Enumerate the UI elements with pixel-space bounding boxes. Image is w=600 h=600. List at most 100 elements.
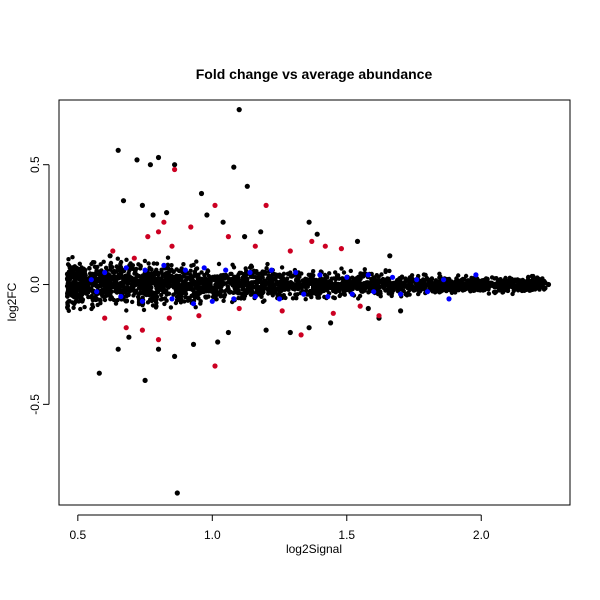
cloud-point <box>271 276 276 282</box>
cloud-point <box>107 281 113 286</box>
cloud-point <box>380 283 386 288</box>
cloud-point <box>141 307 147 313</box>
cloud-point <box>434 281 439 286</box>
cloud-point <box>123 273 128 279</box>
cloud-point <box>288 284 294 290</box>
cloud-point <box>429 286 434 291</box>
cloud-point <box>311 284 316 289</box>
cloud-point <box>416 291 421 297</box>
cloud-point <box>227 278 233 284</box>
chart-title: Fold change vs average abundance <box>196 66 433 82</box>
cloud-point <box>262 298 267 303</box>
cloud-point <box>503 275 508 281</box>
cloud-point <box>324 286 329 291</box>
cloud-point <box>167 279 173 284</box>
cloud-point <box>151 280 156 286</box>
data-point <box>357 303 363 309</box>
data-point <box>473 272 479 278</box>
cloud-point <box>351 282 356 288</box>
cloud-point <box>74 291 80 296</box>
cloud-point <box>494 276 499 281</box>
cloud-point <box>89 288 94 293</box>
data-point <box>126 334 132 340</box>
cloud-point <box>140 285 145 291</box>
data-point <box>414 277 420 283</box>
cloud-point <box>236 277 241 283</box>
cloud-point <box>86 294 91 300</box>
cloud-point <box>89 293 94 299</box>
x-axis: 0.5 1.0 1.5 2.0 <box>69 514 490 542</box>
cloud-point <box>417 284 422 290</box>
cloud-point <box>303 283 308 289</box>
cloud-point <box>443 286 448 291</box>
data-point <box>115 346 121 352</box>
data-point <box>276 296 283 302</box>
cloud-point <box>154 267 159 272</box>
cloud-point <box>453 290 458 295</box>
cloud-point <box>115 298 120 303</box>
cloud-point <box>72 275 77 280</box>
cloud-point <box>77 261 83 266</box>
data-point <box>123 265 129 271</box>
cloud-point <box>174 297 180 303</box>
cloud-point <box>162 287 167 293</box>
cloud-point <box>307 290 312 296</box>
cloud-point <box>511 288 516 294</box>
data-point <box>314 231 320 237</box>
cloud-point <box>176 294 181 299</box>
cloud-point <box>130 279 135 285</box>
data-point <box>446 296 452 302</box>
data-point <box>545 281 552 288</box>
cloud-point <box>457 281 462 286</box>
cloud-point <box>179 266 184 271</box>
cloud-point <box>198 301 203 306</box>
cloud-point <box>264 266 269 271</box>
data-point <box>365 305 371 312</box>
cloud-point <box>65 262 71 267</box>
data-point <box>236 107 242 113</box>
data-point <box>102 315 108 321</box>
cloud-point <box>84 286 89 291</box>
cloud-point <box>181 262 186 267</box>
cloud-point <box>432 290 438 295</box>
cloud-point <box>399 287 404 292</box>
cloud-point <box>138 290 143 295</box>
data-point <box>344 274 350 280</box>
cloud-point <box>165 262 170 267</box>
cloud-point <box>423 277 429 282</box>
cloud-point <box>189 293 194 298</box>
cloud-point <box>193 305 198 310</box>
cloud-point <box>118 259 124 265</box>
cloud-point <box>186 297 192 303</box>
series-0 <box>69 107 552 496</box>
cloud-point <box>311 273 316 278</box>
cloud-point <box>249 263 254 268</box>
cloud-point <box>85 290 91 295</box>
data-point <box>287 248 293 254</box>
cloud-point <box>76 270 81 275</box>
data-point <box>287 329 293 336</box>
cloud-point <box>528 281 533 286</box>
cloud-point <box>279 265 285 270</box>
data-point <box>139 202 145 208</box>
data-point <box>532 279 538 285</box>
cloud-point <box>222 289 227 294</box>
cloud-point <box>113 301 119 306</box>
cloud-point <box>387 290 392 295</box>
cloud-point <box>316 288 322 294</box>
cloud-point <box>101 294 107 300</box>
cloud-point <box>190 277 195 283</box>
cloud-point <box>190 287 195 292</box>
cloud-point <box>188 268 193 273</box>
cloud-point <box>173 290 178 295</box>
data-point <box>164 210 170 216</box>
cloud-point <box>236 295 241 301</box>
cloud-point <box>108 264 113 269</box>
cloud-point <box>117 275 122 280</box>
cloud-point <box>140 303 145 308</box>
cloud-point <box>155 290 161 295</box>
cloud-point <box>66 308 72 313</box>
cloud-point <box>303 297 308 302</box>
cloud-point <box>251 269 257 274</box>
